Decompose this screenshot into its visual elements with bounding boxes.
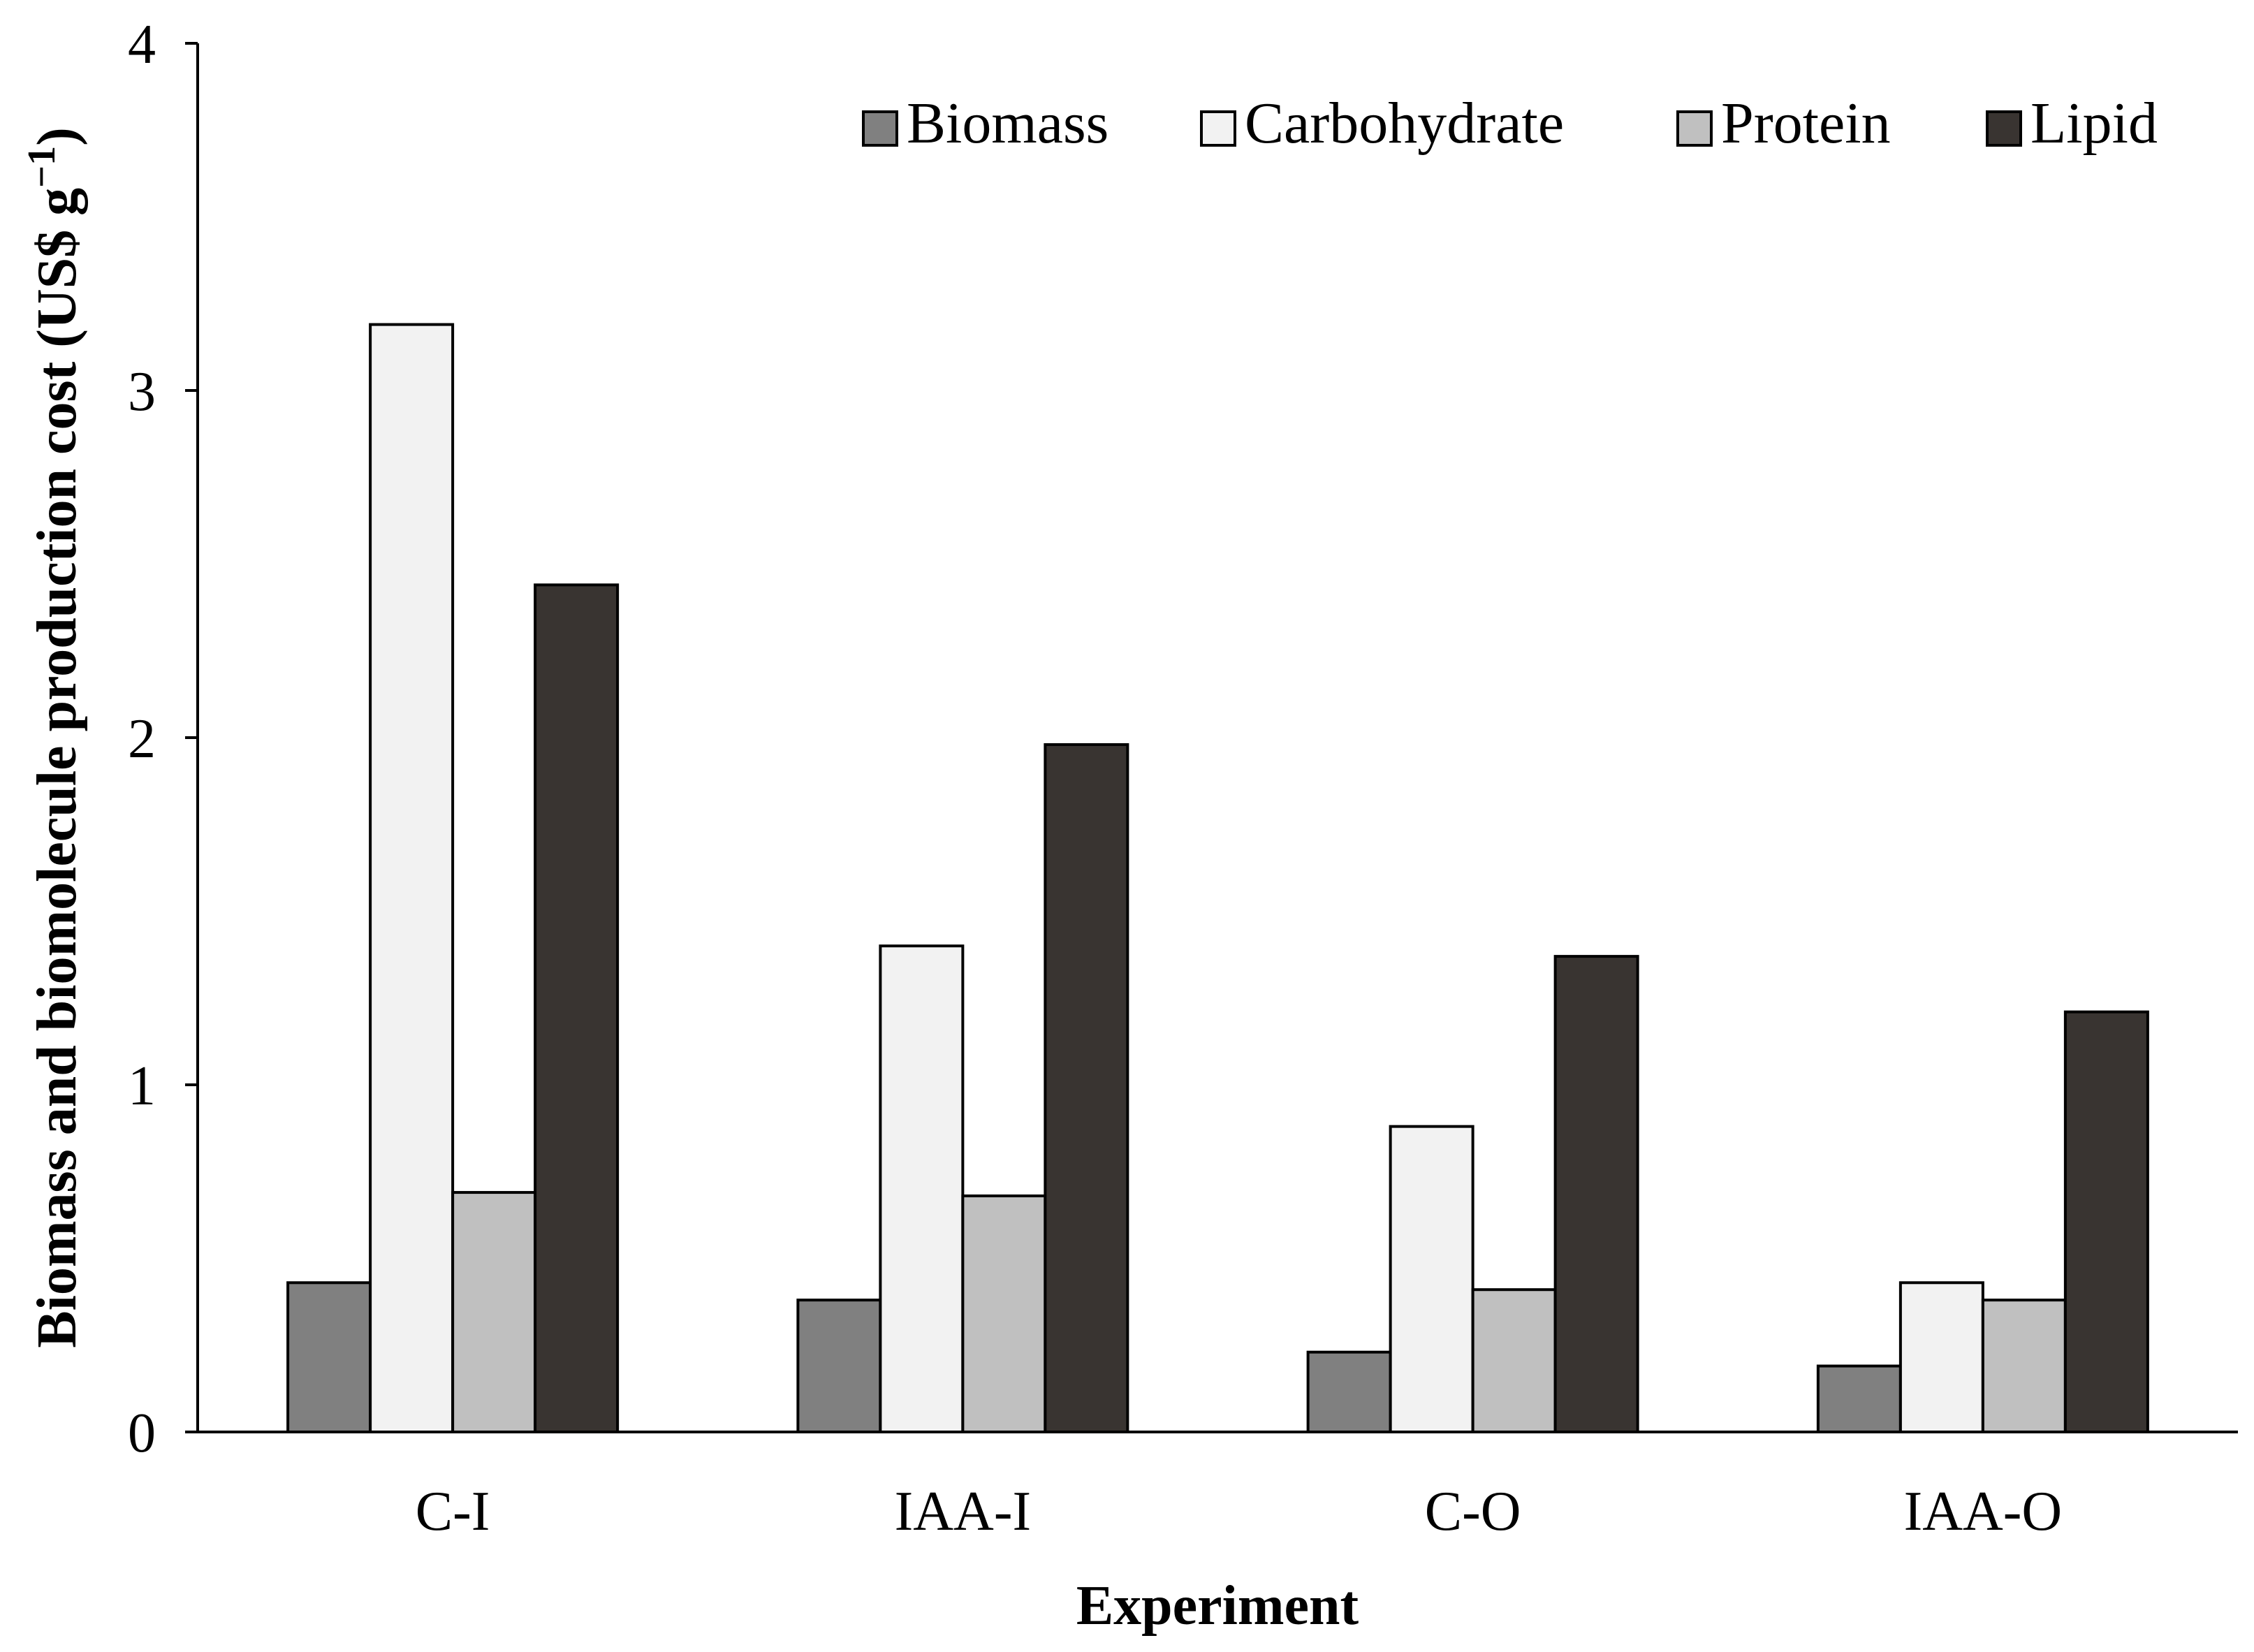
bars-group (286, 323, 2149, 1434)
bar-lipid-iaa-o (2063, 1010, 2149, 1433)
bar-biomass-c-i (286, 1281, 372, 1434)
legend-swatch-protein (1676, 110, 1713, 147)
y-tick-label: 4 (128, 14, 156, 75)
x-tick-label: C-O (1425, 1481, 1521, 1542)
legend-label-lipid: Lipid (2030, 91, 2158, 156)
bar-protein-iaa-i (961, 1194, 1047, 1434)
legend-swatch-carbohydrate (1200, 110, 1236, 147)
x-axis-title: Experiment (1076, 1575, 1359, 1637)
y-ticks-group: 0 1 2 3 4 (128, 14, 198, 1464)
bar-protein-iaa-o (1981, 1299, 2067, 1434)
legend-label-carbohydrate: Carbohydrate (1245, 91, 1564, 156)
x-tick-label: IAA-O (1904, 1481, 2063, 1542)
x-tick-label: C-I (416, 1481, 490, 1542)
bar-lipid-iaa-i (1044, 743, 1129, 1433)
y-axis-title-main: Biomass and biomolecule production cost … (27, 188, 88, 1348)
y-tick-label: 3 (128, 361, 156, 423)
bar-lipid-c-o (1553, 955, 1639, 1433)
legend-label-protein: Protein (1721, 91, 1891, 156)
x-ticks-group: C-I IAA-I C-O IAA-O (416, 1481, 2062, 1542)
legend-swatch-biomass (862, 110, 898, 147)
y-tick-label: 1 (128, 1055, 156, 1117)
y-tick-label: 0 (128, 1403, 156, 1464)
bar-biomass-c-o (1306, 1350, 1392, 1433)
bar-carbohydrate-c-i (369, 323, 455, 1434)
bar-lipid-c-i (534, 583, 620, 1434)
bar-biomass-iaa-o (1816, 1364, 1902, 1433)
bar-carbohydrate-iaa-o (1898, 1281, 1984, 1434)
bar-carbohydrate-iaa-i (879, 944, 965, 1433)
bar-protein-c-o (1471, 1288, 1557, 1433)
bar-protein-c-i (451, 1191, 537, 1433)
x-tick-label: IAA-I (895, 1481, 1031, 1542)
bar-biomass-iaa-i (796, 1299, 882, 1434)
legend: Biomass Carbohydrate Protein Lipid (862, 91, 2158, 156)
y-axis-title-superscript: −1 (20, 146, 64, 188)
y-tick-label: 2 (128, 708, 156, 770)
bar-carbohydrate-c-o (1389, 1125, 1474, 1433)
legend-swatch-lipid (1986, 110, 2022, 147)
y-axis-title-close: ) (27, 127, 88, 146)
legend-label-biomass: Biomass (907, 91, 1108, 156)
y-axis-title: Biomass and biomolecule production cost … (20, 127, 88, 1347)
